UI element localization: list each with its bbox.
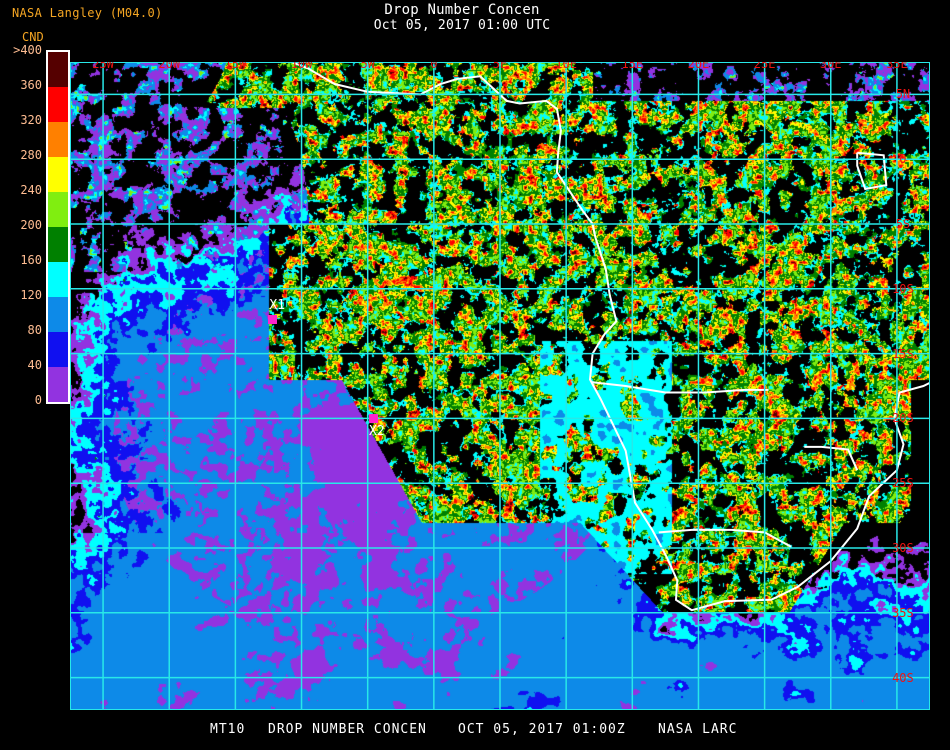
colorbar-tick-3: 280 [20, 148, 42, 162]
colorbar-tick-8: 80 [27, 323, 42, 337]
lon-label-8: 15E [621, 62, 644, 71]
station-label: X2 [368, 424, 385, 440]
status-center: NASA LARC [658, 722, 738, 737]
coastline-path-2 [658, 528, 792, 548]
graticule-overlay [70, 62, 930, 710]
page-title: Drop Number Concen [384, 2, 540, 18]
colorbar-tick-labels: >400 360 320 280 240 200 160 120 80 40 0 [0, 43, 42, 407]
colorbar-band-8 [48, 332, 68, 367]
colorbar-band-3 [48, 157, 68, 192]
lat-label-6: 25S [892, 476, 914, 491]
lon-label-7: 10E [555, 62, 577, 71]
coastline-path-1 [804, 445, 859, 471]
colorbar-tick-7: 120 [20, 288, 42, 302]
colorbar-band-4 [48, 192, 68, 227]
lon-label-2: 15W [224, 62, 247, 71]
lon-label-3: 10W [290, 62, 313, 71]
page-subtitle: Oct 05, 2017 01:00 UTC [373, 18, 551, 33]
lat-label-4: 15S [892, 346, 914, 361]
station-dot-icon [368, 414, 378, 424]
colorbar-band-7 [48, 297, 68, 332]
lon-label-10: 25E [753, 62, 776, 71]
colorbar-tick-10: 0 [34, 393, 42, 407]
lat-label-1: 0 [899, 152, 907, 167]
lon-label-6: 5E [492, 62, 508, 71]
colorbar-band-9 [48, 367, 68, 402]
lat-label-2: 5S [895, 217, 911, 231]
lat-label-0: 5N [895, 87, 911, 102]
colorbar-tick-9: 40 [27, 358, 42, 372]
status-product: DROP NUMBER CONCEN [268, 722, 427, 737]
colorbar-tick-6: 160 [20, 253, 42, 267]
lat-label-8: 35S [892, 605, 914, 620]
colorbar-title: CND [22, 30, 44, 44]
lon-label-4: 5W [360, 62, 375, 71]
lon-label-12: 35E [886, 62, 908, 71]
lon-label-5: 0 [430, 62, 438, 71]
coastline-overlay [288, 62, 930, 612]
colorbar-band-2 [48, 122, 68, 157]
status-bar: MT10 DROP NUMBER CONCEN OCT 05, 2017 01:… [0, 722, 950, 746]
colorbar-band-1 [48, 87, 68, 122]
colorbar-tick-4: 240 [20, 183, 42, 197]
coastline-path-0 [288, 62, 930, 612]
lat-label-3: 10S [892, 281, 914, 296]
lat-label-5: 20S [892, 411, 914, 426]
colorbar-bands [48, 52, 68, 402]
colorbar-tick-0: >400 [13, 43, 42, 57]
colorbar-tick-5: 200 [20, 218, 42, 232]
coastline-path-3 [591, 381, 769, 394]
colorbar-tick-1: 360 [20, 78, 42, 92]
station-dot-icon [268, 314, 278, 324]
colorbar-frame [46, 50, 70, 404]
lon-label-9: 20E [687, 62, 710, 71]
colorbar-band-6 [48, 262, 68, 297]
colorbar-band-0 [48, 52, 68, 87]
colorbar-tick-2: 320 [20, 113, 42, 127]
colorbar: CND >400 360 320 280 240 200 160 120 80 40 0 [0, 30, 70, 410]
lat-label-7: 30S [892, 541, 914, 555]
map-panel[interactable]: 25W 20W 15W 10W 5W 0 5E 10E 15E 20E 25E 30E 35E 5N 0 5S… [70, 62, 930, 710]
lon-label-0: 25W [92, 62, 114, 71]
status-timestamp: OCT 05, 2017 01:00Z [458, 722, 626, 737]
status-sensor: MT10 [210, 722, 246, 737]
lon-label-1: 20W [158, 62, 181, 71]
lon-label-11: 30E [819, 62, 842, 71]
coastline-path-4 [856, 151, 888, 191]
station-label: X1 [269, 297, 286, 313]
lat-label-9: 40S [892, 670, 914, 685]
colorbar-band-5 [48, 227, 68, 262]
provider-label: NASA Langley (M04.0) [12, 6, 163, 20]
